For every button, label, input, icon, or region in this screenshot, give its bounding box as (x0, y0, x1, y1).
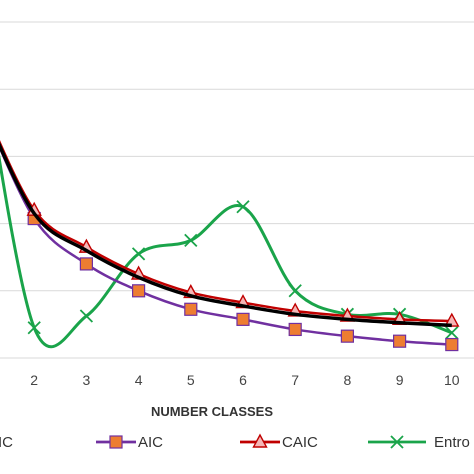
legend-item-caic: CAIC (240, 433, 318, 451)
data-point-aic (132, 284, 146, 298)
data-point-aic (288, 322, 302, 337)
series-bic (0, 142, 452, 328)
data-point-aic (184, 302, 198, 316)
data-point-caic (444, 312, 460, 327)
data-point-aic (445, 337, 459, 352)
x-tick-label: 6 (239, 372, 247, 388)
legend-label: Entro (434, 434, 470, 451)
data-point-entropy (131, 247, 146, 261)
x-tick-label: 10 (444, 372, 460, 388)
x-axis-label: NUMBER CLASSES (151, 404, 273, 419)
legend-item-entropy: Entro (368, 434, 470, 451)
legend-label: AIC (138, 434, 163, 451)
series-line-bic (0, 142, 452, 328)
data-point-aic (236, 312, 250, 326)
series-layer (0, 140, 460, 352)
series-line-aic (0, 145, 452, 346)
x-tick-label: 5 (187, 372, 195, 388)
data-point-entropy (27, 321, 41, 335)
data-point-entropy (184, 233, 198, 248)
legend-marker (252, 433, 268, 448)
data-point-entropy (288, 284, 302, 298)
legend-marker (390, 435, 404, 449)
series-line-caic (0, 140, 452, 323)
x-tick-label: 3 (83, 372, 91, 388)
data-point-entropy (445, 326, 459, 340)
legend-label: BIC (0, 434, 13, 451)
legend-item-bic: BIC (0, 434, 13, 451)
legend-marker (109, 435, 123, 449)
data-point-entropy (236, 200, 250, 214)
legend-item-aic: AIC (96, 434, 163, 451)
legend-label: CAIC (282, 434, 318, 451)
data-point-entropy (79, 309, 94, 323)
x-tick-label: 2 (30, 372, 38, 388)
data-point-aic (340, 329, 354, 343)
series-aic (0, 145, 459, 352)
x-tick-label: 7 (291, 372, 299, 388)
x-tick-label: 8 (344, 372, 352, 388)
legend: BIC AIC CAIC Entro (0, 433, 470, 451)
series-caic (0, 140, 460, 327)
data-point-aic (393, 334, 407, 348)
data-point-aic (79, 257, 94, 271)
gridlines (0, 21, 474, 359)
x-tick-label: 9 (396, 372, 404, 388)
x-tick-labels: 12345678910 (30, 372, 460, 388)
x-tick-label: 4 (135, 372, 143, 388)
